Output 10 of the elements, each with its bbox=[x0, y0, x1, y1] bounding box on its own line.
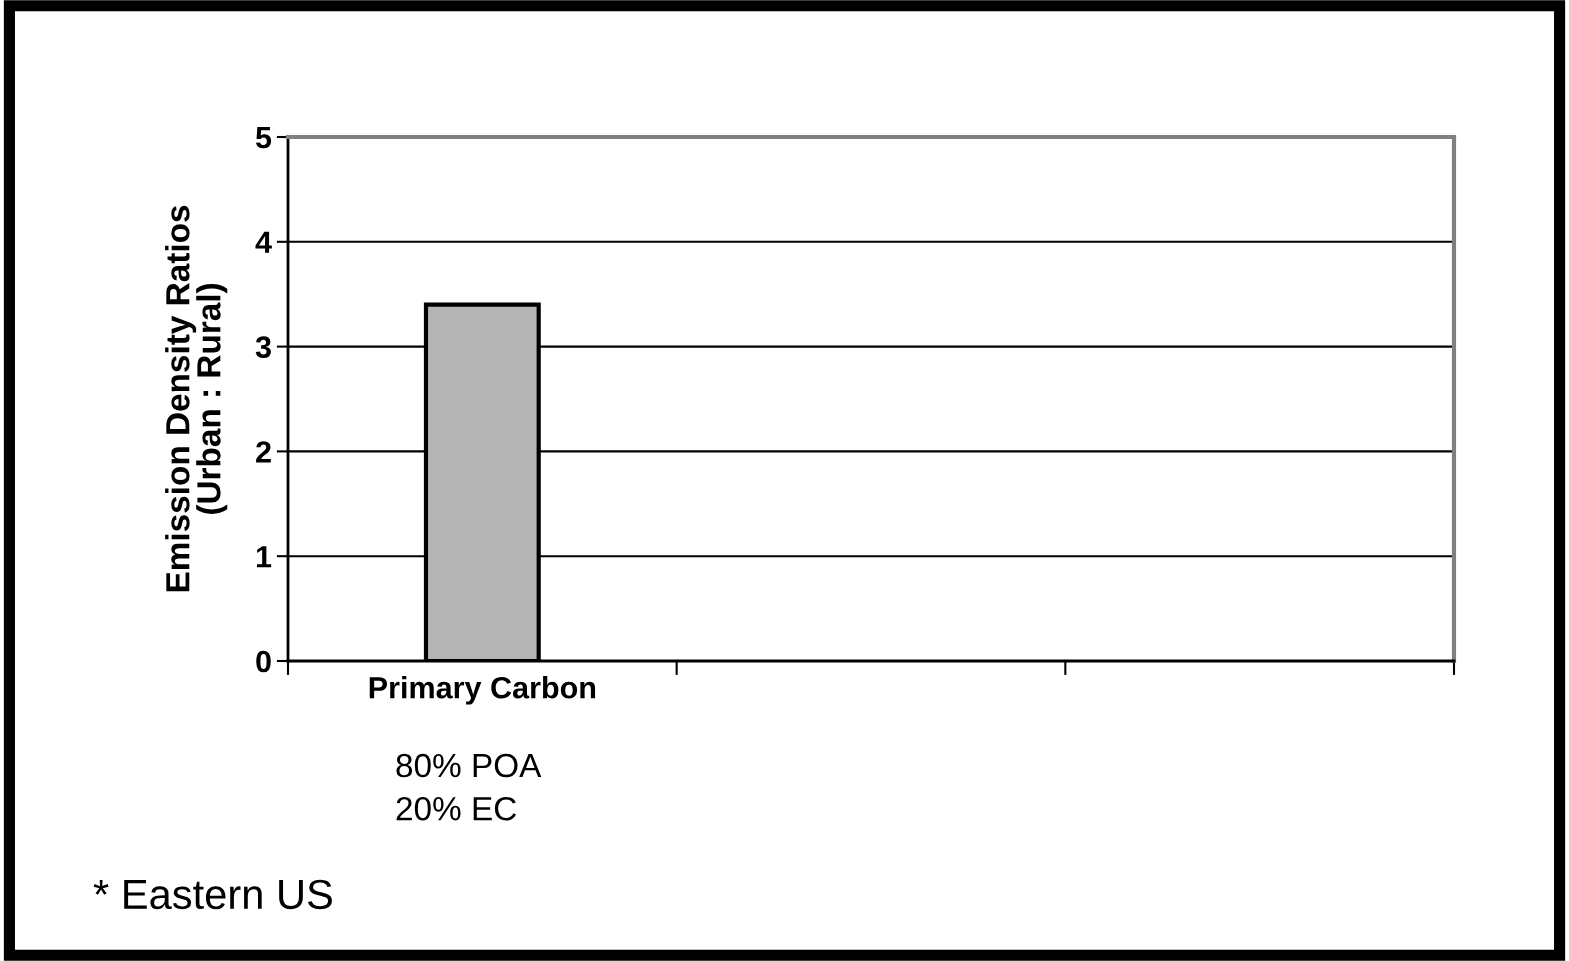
text: * Eastern US bbox=[93, 879, 332, 910]
text: 80% POA 20% EC bbox=[396, 753, 542, 821]
y-tick-label: 5 bbox=[255, 127, 272, 149]
y-tick-label: 4 bbox=[255, 231, 272, 253]
y-tick-label: 2 bbox=[256, 441, 271, 463]
y-axis-title: Emission Density Ratios (Urban : Rural) bbox=[165, 205, 228, 592]
y-tick-label: 3 bbox=[255, 336, 271, 359]
x-tick-label: Primary Carbon bbox=[369, 676, 596, 705]
y-tick-label: 1 bbox=[256, 546, 272, 568]
y-tick-label: 0 bbox=[256, 650, 271, 673]
